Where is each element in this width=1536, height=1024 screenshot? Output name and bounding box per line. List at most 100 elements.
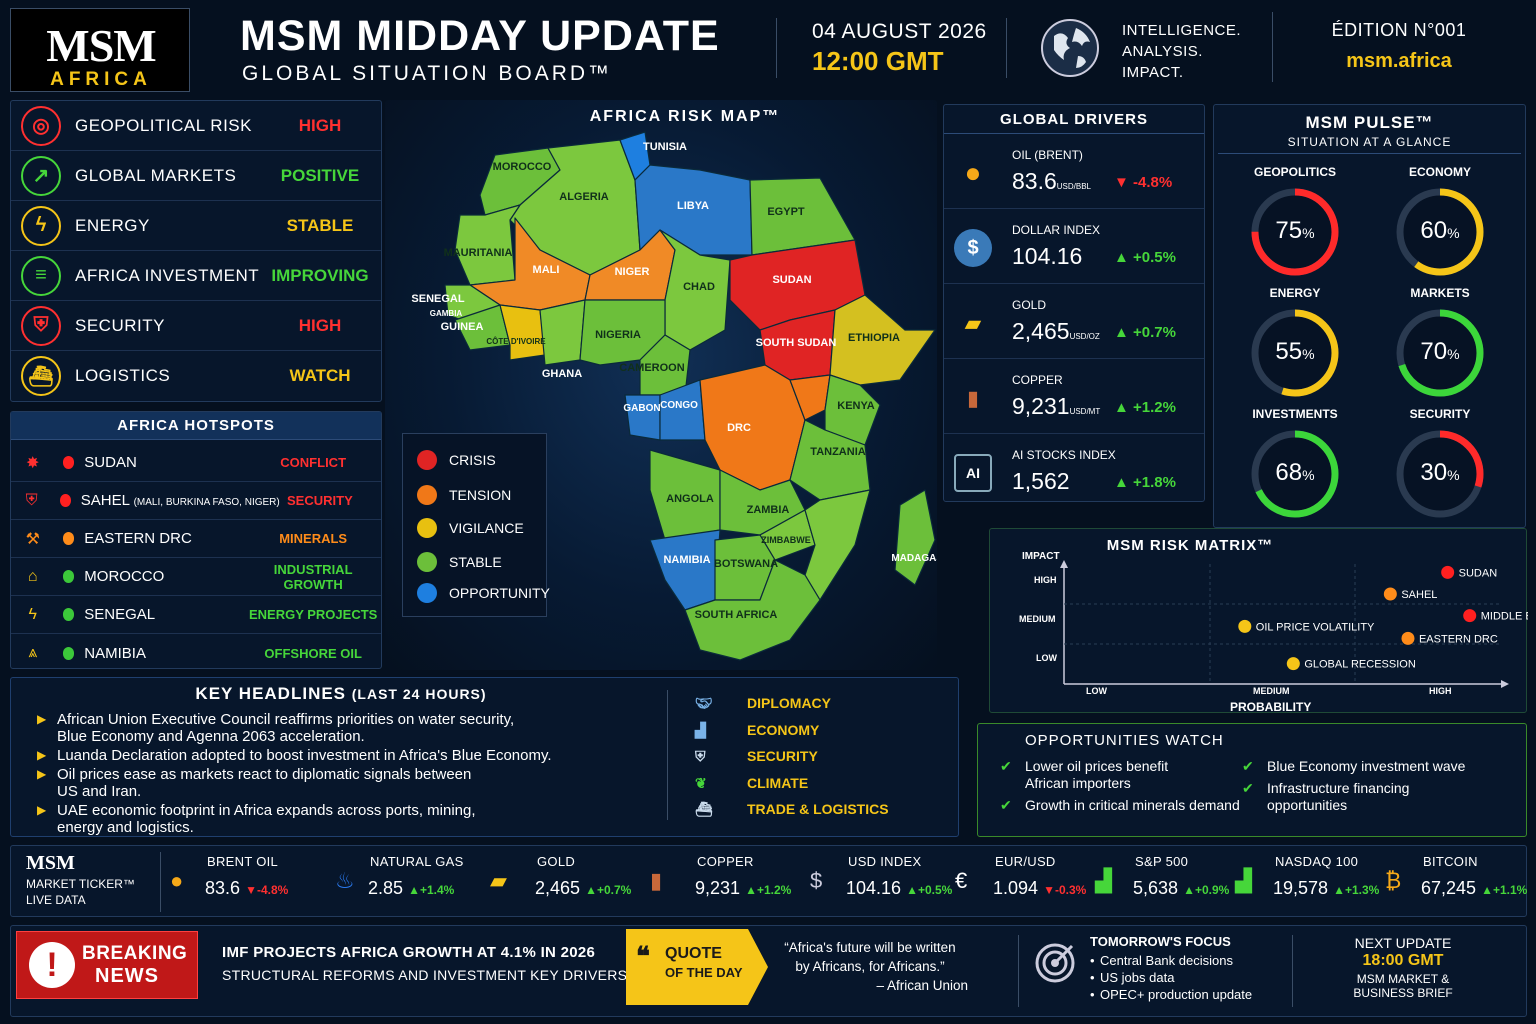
page-subtitle: GLOBAL SITUATION BOARD™ xyxy=(242,62,613,85)
gauge-geopolitics: 75% xyxy=(1250,187,1340,277)
headline-item[interactable]: ▶ UAE economic footprint in Africa expand… xyxy=(37,802,476,836)
africa-risk-map: AFRICA RISK MAP™ xyxy=(385,100,937,670)
matrix-point[interactable] xyxy=(1401,631,1415,645)
region-cameroon xyxy=(639,334,691,396)
copper-icon: ▮ xyxy=(967,387,979,410)
opportunities-title: OPPORTUNITIES WATCH xyxy=(1025,732,1224,749)
category-security[interactable]: ⛨ SECURITY xyxy=(695,743,889,770)
arrow-up-icon: ▲ xyxy=(1114,249,1134,266)
map-label: CAMEROON xyxy=(619,362,684,374)
ticker-name: COPPER xyxy=(697,854,754,869)
ticker-name: BRENT OIL xyxy=(207,854,279,869)
edition-number: ÉDITION N°001 xyxy=(1331,20,1467,40)
target-icon xyxy=(1035,943,1075,983)
headline-categories: 🤝︎ DIPLOMACY ▟ ECONOMY ⛨ SECURITY ❦ CLIMATE … xyxy=(695,690,889,823)
map-label: EGYPT xyxy=(767,206,805,218)
euro-icon: € xyxy=(955,868,968,893)
map-label: SOUTH AFRICA xyxy=(695,609,778,621)
breaking-news-badge[interactable]: ! BREAKING NEWS xyxy=(16,931,198,999)
category-climate[interactable]: ❦ CLIMATE xyxy=(695,770,889,797)
focus-item: • US jobs data xyxy=(1090,970,1175,985)
quote-badge xyxy=(626,929,768,1005)
edition-time: 12:00 GMT xyxy=(812,46,944,76)
gold-bars-icon: ▰ xyxy=(965,312,981,335)
opportunities-right: ✔ Blue Economy investment wave ✔ Infrastru… xyxy=(1242,758,1465,814)
ticker-name: BITCOIN xyxy=(1423,854,1478,869)
category-diplomacy[interactable]: 🤝︎ DIPLOMACY xyxy=(695,690,889,717)
matrix-point[interactable] xyxy=(1383,587,1397,601)
hotspot-row: ✸ SUDAN CONFLICT xyxy=(11,444,381,482)
site-link[interactable]: msm.africa xyxy=(1346,50,1452,72)
status-row-security: ⛨ SECURITY HIGH xyxy=(11,301,381,351)
ticker-value: 2,465 ▲+0.7% xyxy=(535,878,632,898)
msm-pulse-panel: MSM PULSE™ SITUATION AT A GLANCE GEOPOLI… xyxy=(1213,104,1526,528)
ticker-value: 5,638 ▲+0.9% xyxy=(1133,878,1230,898)
map-label: BOTSWANA xyxy=(714,558,778,570)
matrix-point[interactable] xyxy=(1286,657,1300,671)
matrix-point-label: SUDAN xyxy=(1459,567,1498,579)
region-mauritania xyxy=(454,204,521,286)
region-madagascar xyxy=(894,489,936,586)
headline-item[interactable]: ▶ Oil prices ease as markets react to dip… xyxy=(37,766,472,800)
map-label: MAURITANIA xyxy=(444,247,513,259)
quote-text: “Africa's future will be written by Afri… xyxy=(784,940,968,993)
hotspots-panel: AFRICA HOTSPOTS ✸ SUDAN CONFLICT ⛨ SAHEL… xyxy=(10,411,382,669)
coins-icon: ≡ xyxy=(21,255,61,296)
map-label: CHAD xyxy=(683,281,715,293)
headline-item[interactable]: ▶ African Union Executive Council reaffir… xyxy=(37,711,515,745)
driver-row-dollar: $ DOLLAR INDEX 104.16 ▲ +0.5% xyxy=(944,209,1204,284)
opportunity-item: ✔ Blue Economy investment wave xyxy=(1242,758,1466,774)
check-icon: ✔ xyxy=(1000,797,1012,813)
dollar-icon: $ xyxy=(954,229,992,267)
oil-drop-icon: ● xyxy=(170,868,184,893)
market-ticker xyxy=(10,845,1527,917)
hotspot-row: ϟ SENEGAL ENERGY PROJECTS xyxy=(11,596,381,634)
map-label: SUDAN xyxy=(772,274,811,286)
ticker-name: EUR/USD xyxy=(995,854,1056,869)
shield-icon: ⛨ xyxy=(695,748,706,764)
bars-icon: ▟ xyxy=(1095,868,1112,893)
category-trade[interactable]: ⛴ TRADE & LOGISTICS xyxy=(695,796,889,823)
region-cote-divoire xyxy=(499,304,546,361)
lightning-icon: ϟ xyxy=(21,205,61,246)
matrix-xtick: HIGH xyxy=(1429,686,1452,696)
opportunity-item: ✔ Lower oil prices benefit African importe… xyxy=(1000,758,1169,791)
matrix-title: MSM RISK MATRIX™ xyxy=(1106,537,1274,554)
region-ghana xyxy=(539,299,586,366)
matrix-ytick: MEDIUM xyxy=(1019,614,1056,624)
oil-drop-icon: ● xyxy=(964,157,982,188)
opportunity-item: ✔ Growth in critical minerals demand xyxy=(1000,797,1240,813)
map-label: GABON xyxy=(623,403,660,414)
globe-icon: ◎ xyxy=(21,105,61,146)
arrow-down-icon: ▼ xyxy=(1114,174,1134,191)
logo: MSM AFRICA xyxy=(10,8,190,92)
ticker-name: GOLD xyxy=(537,854,576,869)
matrix-point[interactable] xyxy=(1441,565,1455,579)
map-label: KENYA xyxy=(837,400,875,412)
status-row-logistics: ⛴ LOGISTICS WATCH xyxy=(11,351,381,401)
headline-item[interactable]: ▶ Luanda Declaration adopted to boost inv… xyxy=(37,747,552,764)
matrix-ylabel: IMPACT xyxy=(1022,551,1060,562)
headlines-title: KEY HEADLINES (LAST 24 HOURS) xyxy=(195,684,487,703)
map-label: NIGERIA xyxy=(595,329,641,341)
map-label: CONGO xyxy=(660,400,698,411)
matrix-point-label: EASTERN DRC xyxy=(1419,633,1498,645)
ticker-value: 104.16 ▲+0.5% xyxy=(846,878,953,898)
category-economy[interactable]: ▟ ECONOMY xyxy=(695,717,889,744)
map-label: CÔTE D'IVOIRE xyxy=(486,337,546,346)
ticker-name: NASDAQ 100 xyxy=(1275,854,1359,869)
matrix-point[interactable] xyxy=(1238,619,1252,633)
dollar-icon: $ xyxy=(810,868,823,893)
bars-icon: ▟ xyxy=(1235,868,1252,893)
region-mozambique xyxy=(804,489,871,601)
gauge-value: 75% xyxy=(1275,217,1315,244)
lightning-icon: ϟ xyxy=(28,605,37,623)
ticker-value: 19,578 ▲+1.3% xyxy=(1273,878,1380,898)
pulse-subtitle: SITUATION AT A GLANCE xyxy=(1287,135,1452,149)
map-label: ZIMBABWE xyxy=(761,535,811,545)
flame-icon: ♨ xyxy=(335,868,355,893)
gauge-value: 68% xyxy=(1275,459,1315,486)
ship-icon: ⛴ xyxy=(695,801,713,817)
matrix-point[interactable] xyxy=(1463,609,1477,623)
arrow-up-icon: ▲ xyxy=(1114,474,1134,491)
